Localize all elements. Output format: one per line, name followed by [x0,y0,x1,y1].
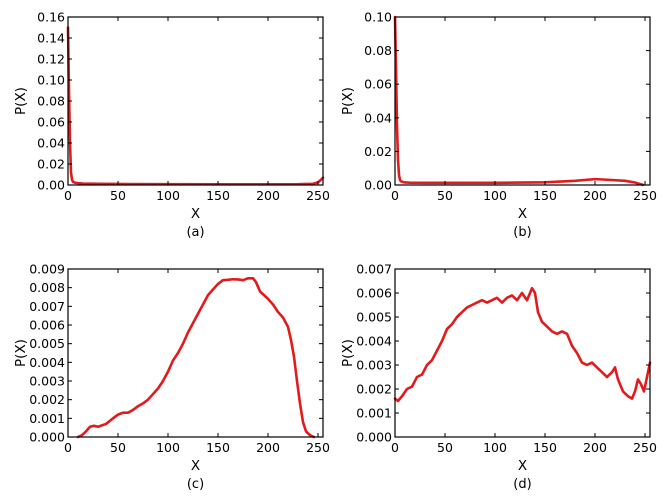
x-tick-label: 50 [437,440,453,455]
x-tick-label: 0 [391,440,399,455]
x-tick-label: 200 [583,188,607,203]
x-tick-label: 150 [206,188,230,203]
x-tick-label: 0 [64,440,72,455]
x-tick-label: 200 [256,440,280,455]
x-tick-label: 250 [633,440,657,455]
y-tick-label: 0.001 [356,406,392,421]
x-axis-label: X [191,206,200,222]
y-tick-label: 0.007 [356,262,392,277]
x-tick-label: 150 [206,440,230,455]
y-tick-label: 0.004 [356,334,392,349]
panel-caption: (c) [187,477,204,492]
x-tick-label: 50 [437,188,453,203]
y-tick-label: 0.009 [29,262,65,277]
panel-caption: (a) [186,225,204,240]
y-tick-label: 0.14 [37,31,65,46]
x-axis-label: X [518,458,527,474]
y-tick-label: 0.002 [356,382,392,397]
x-axis-label: X [518,206,527,222]
y-tick-label: 0.12 [37,52,65,67]
y-tick-label: 0.16 [37,10,65,25]
x-tick-label: 150 [533,188,557,203]
y-tick-label: 0.003 [356,358,392,373]
y-tick-label: 0.08 [37,94,65,109]
y-axis-label: P(X) [13,87,29,115]
y-tick-label: 0.005 [29,336,65,351]
y-tick-label: 0.06 [364,77,392,92]
x-tick-label: 200 [583,440,607,455]
panel-b: 0 50 100 150 200 250 0.00 0.02 0.04 0.06 0.08 0.10 X… [340,10,657,241]
x-tick-label: 0 [64,188,72,203]
plot-frame [394,16,651,186]
x-tick-label: 50 [110,188,126,203]
plot-frame [394,268,651,438]
y-tick-label: 0.06 [37,115,65,130]
x-tick-label: 50 [110,440,126,455]
x-tick-label: 100 [156,188,180,203]
y-tick-label: 0.04 [364,110,392,125]
y-tick-label: 0.00 [37,178,65,193]
x-tick-label: 150 [533,440,557,455]
y-tick-label: 0.02 [364,144,392,159]
panel-a: 0 50 100 150 200 250 0.00 0.02 0.04 0.06 0.08 0.10 0… [13,10,330,241]
y-tick-label: 0.08 [364,43,392,58]
x-axis-label: X [191,458,200,474]
y-tick-label: 0.007 [29,299,65,314]
x-tick-label: 100 [483,188,507,203]
x-tick-label: 200 [256,188,280,203]
y-axis-label: P(X) [340,87,356,115]
plot-frame [67,268,324,438]
panel-d: 0 50 100 150 200 250 0.000 0.001 0.002 0.003 0.004… [340,262,657,493]
x-tick-label: 250 [306,188,330,203]
y-tick-label: 0.00 [364,178,392,193]
panel-caption: (b) [513,225,531,240]
x-tick-label: 100 [483,440,507,455]
y-tick-label: 0.000 [29,430,65,445]
y-tick-label: 0.04 [37,136,65,151]
y-tick-label: 0.008 [29,280,65,295]
y-tick-label: 0.001 [29,411,65,426]
y-tick-label: 0.000 [356,430,392,445]
y-axis-label: P(X) [13,339,29,367]
plot-frame [67,16,324,186]
y-tick-label: 0.02 [37,157,65,172]
y-tick-label: 0.006 [29,318,65,333]
panel-c: 0 50 100 150 200 250 0.000 0.001 0.002 0.003 0.004… [13,262,330,493]
y-tick-label: 0.006 [356,286,392,301]
y-axis-label: P(X) [340,339,356,367]
y-tick-label: 0.10 [37,73,65,88]
y-tick-label: 0.002 [29,392,65,407]
x-tick-label: 250 [306,440,330,455]
series-line [66,26,325,186]
y-tick-label: 0.10 [364,10,392,25]
y-tick-label: 0.003 [29,374,65,389]
series-line [76,277,316,439]
y-tick-label: 0.004 [29,355,65,370]
panel-caption: (d) [513,477,531,492]
x-tick-label: 250 [633,188,657,203]
y-tick-label: 0.005 [356,310,392,325]
x-tick-label: 100 [156,440,180,455]
x-tick-label: 0 [391,188,399,203]
series-line [393,286,652,403]
series-line [393,15,645,187]
